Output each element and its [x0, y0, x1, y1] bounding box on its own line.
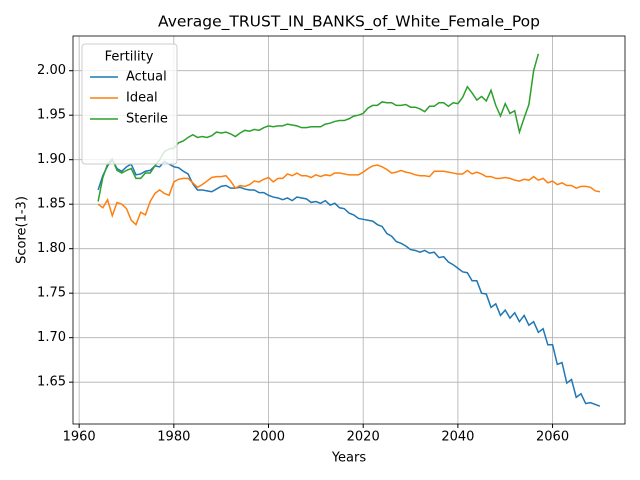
legend-label: Actual [126, 70, 167, 85]
x-tick-label: 2040 [441, 430, 474, 445]
y-tick-label: 1.70 [37, 330, 66, 345]
x-tick-label: 1960 [63, 430, 96, 445]
legend-label: Ideal [126, 91, 158, 106]
y-tick-label: 1.65 [37, 375, 66, 390]
y-tick-label: 1.75 [37, 286, 66, 301]
x-tick-label: 2020 [347, 430, 380, 445]
y-axis-label: Score(1-3) [15, 196, 30, 264]
y-tick-label: 1.95 [37, 108, 66, 123]
y-tick-label: 1.90 [37, 152, 66, 167]
y-tick-label: 2.00 [37, 63, 66, 78]
plot-frame [72, 35, 626, 425]
x-tick-label: 2060 [536, 430, 569, 445]
x-axis-label: Years [331, 451, 367, 466]
legend-title: Fertility [105, 50, 154, 65]
data-line [97, 158, 601, 407]
x-tick-label: 1980 [157, 430, 190, 445]
y-tick-label: 1.85 [37, 197, 66, 212]
data-line [97, 164, 601, 226]
legend-label: Sterile [126, 112, 168, 127]
x-tick-label: 2000 [252, 430, 285, 445]
y-tick-label: 1.80 [37, 241, 66, 256]
legend: Fertility Actual Ideal Sterile [81, 43, 178, 165]
legend-box [81, 43, 178, 165]
chart-title: Average_TRUST_IN_BANKS_of_White_Female_P… [158, 13, 540, 32]
